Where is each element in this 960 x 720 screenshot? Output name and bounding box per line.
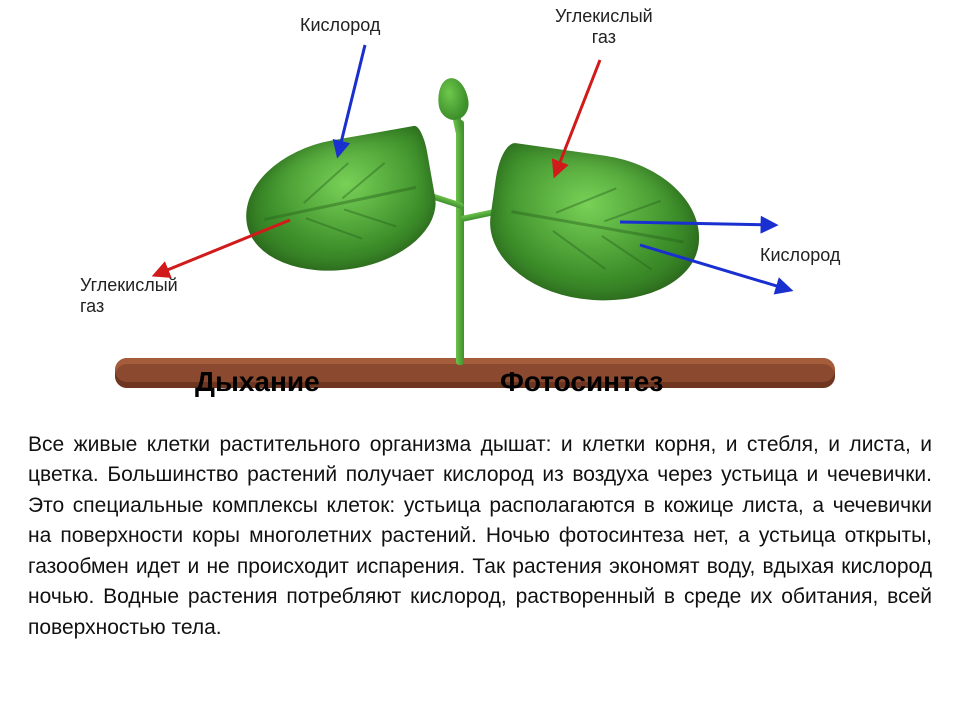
diagram-area: Кислород Углекислый газ Углекислый газ К… [0, 0, 960, 420]
leaf-right [481, 141, 709, 314]
label-co2-left: Углекислый газ [80, 275, 178, 317]
bud [435, 76, 471, 122]
label-co2-top: Углекислый газ [555, 6, 653, 48]
arrows-svg [0, 0, 960, 420]
leaf-left [235, 124, 445, 285]
stem-main [456, 120, 464, 365]
body-paragraph: Все живые клетки растительного организма… [28, 430, 932, 643]
label-oxygen-top: Кислород [300, 15, 380, 36]
label-respiration: Дыхание [195, 366, 320, 398]
label-oxygen-right: Кислород [760, 245, 840, 266]
label-photosynthesis: Фотосинтез [500, 366, 663, 398]
